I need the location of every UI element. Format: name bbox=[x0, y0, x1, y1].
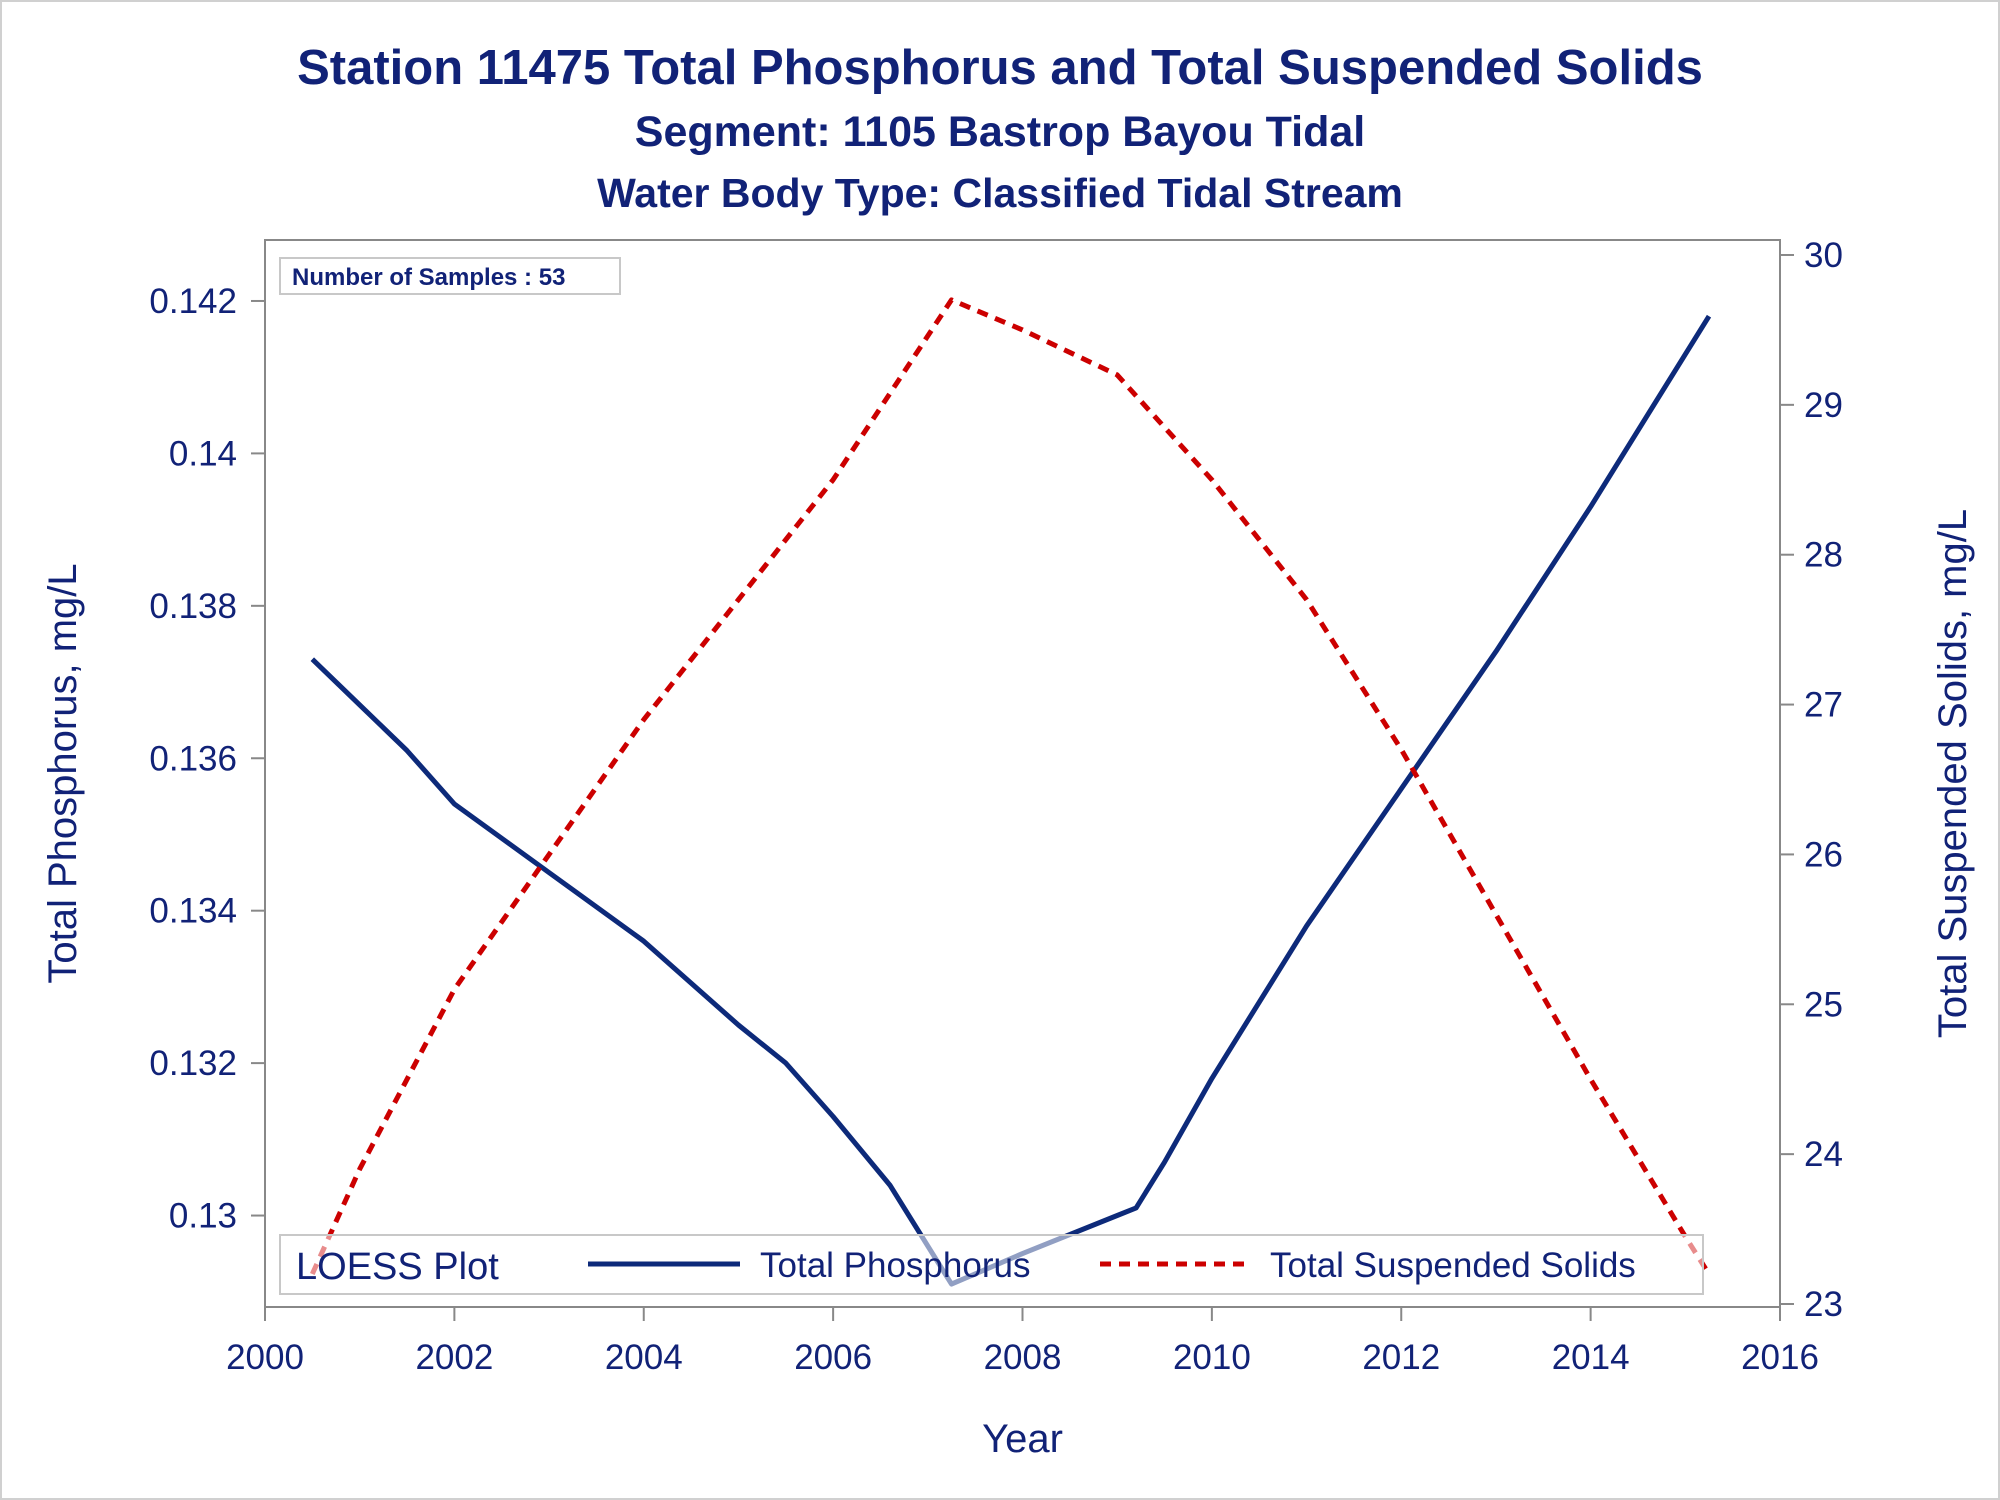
y-axis-left: 0.13 0.132 0.134 0.136 0.138 0.14 0.142 bbox=[149, 282, 265, 1236]
y-tick-label: 0.134 bbox=[149, 892, 237, 931]
x-axis-title: Year bbox=[982, 1417, 1063, 1461]
y2-tick-label: 28 bbox=[1804, 536, 1843, 575]
y-tick-label: 0.142 bbox=[149, 282, 237, 321]
y2-tick-label: 26 bbox=[1804, 835, 1843, 874]
y-tick-label: 0.136 bbox=[149, 739, 237, 778]
sample-count-inset: Number of Samples : 53 bbox=[279, 257, 621, 295]
legend-title: LOESS Plot bbox=[296, 1246, 499, 1288]
x-tick-label: 2016 bbox=[1741, 1338, 1819, 1377]
series-line-phosphorus bbox=[310, 314, 1712, 1287]
x-tick-label: 2000 bbox=[226, 1338, 304, 1377]
y-tick-label: 0.13 bbox=[169, 1197, 237, 1236]
y2-tick-label: 30 bbox=[1804, 236, 1843, 275]
y-axis-title-left: Total Phosphorus, mg/L bbox=[41, 563, 85, 983]
chart-title: Station 11475 Total Phosphorus and Total… bbox=[297, 41, 1703, 95]
y-axis-right: 23 24 25 26 27 28 29 30 bbox=[1780, 236, 1843, 1324]
legend-label-tss: Total Suspended Solids bbox=[1270, 1246, 1636, 1285]
plot-area bbox=[264, 239, 1781, 1308]
y-tick-label: 0.14 bbox=[169, 434, 237, 473]
y2-tick-label: 25 bbox=[1804, 985, 1843, 1024]
x-tick-label: 2002 bbox=[415, 1338, 493, 1377]
y-tick-label: 0.132 bbox=[149, 1044, 237, 1083]
x-tick-label: 2014 bbox=[1552, 1338, 1630, 1377]
y-axis-title-right: Total Suspended Solids, mg/L bbox=[1931, 509, 1975, 1038]
y2-tick-label: 24 bbox=[1804, 1135, 1843, 1174]
x-tick-label: 2004 bbox=[605, 1338, 683, 1377]
y-tick-label: 0.138 bbox=[149, 587, 237, 626]
chart-subtitle-2: Water Body Type: Classified Tidal Stream bbox=[597, 170, 1403, 216]
y2-tick-label: 29 bbox=[1804, 386, 1843, 425]
y2-tick-label: 27 bbox=[1804, 686, 1843, 725]
x-tick-label: 2006 bbox=[794, 1338, 872, 1377]
sample-count-label: Number of Samples : 53 bbox=[292, 264, 565, 291]
x-tick-label: 2010 bbox=[1173, 1338, 1251, 1377]
x-axis: 2000 2002 2004 2006 2008 2010 2012 2014 2016 bbox=[226, 1307, 1819, 1377]
x-tick-label: 2008 bbox=[984, 1338, 1062, 1377]
legend: LOESS Plot Total Phosphorus Total Suspen… bbox=[279, 1234, 1704, 1295]
y2-tick-label: 23 bbox=[1804, 1285, 1843, 1324]
series-layer bbox=[310, 297, 1712, 1287]
x-tick-label: 2012 bbox=[1362, 1338, 1440, 1377]
legend-label-phosphorus: Total Phosphorus bbox=[760, 1246, 1030, 1285]
chart-subtitle: Segment: 1105 Bastrop Bayou Tidal bbox=[634, 108, 1366, 156]
series-line-tss bbox=[310, 297, 1712, 1276]
